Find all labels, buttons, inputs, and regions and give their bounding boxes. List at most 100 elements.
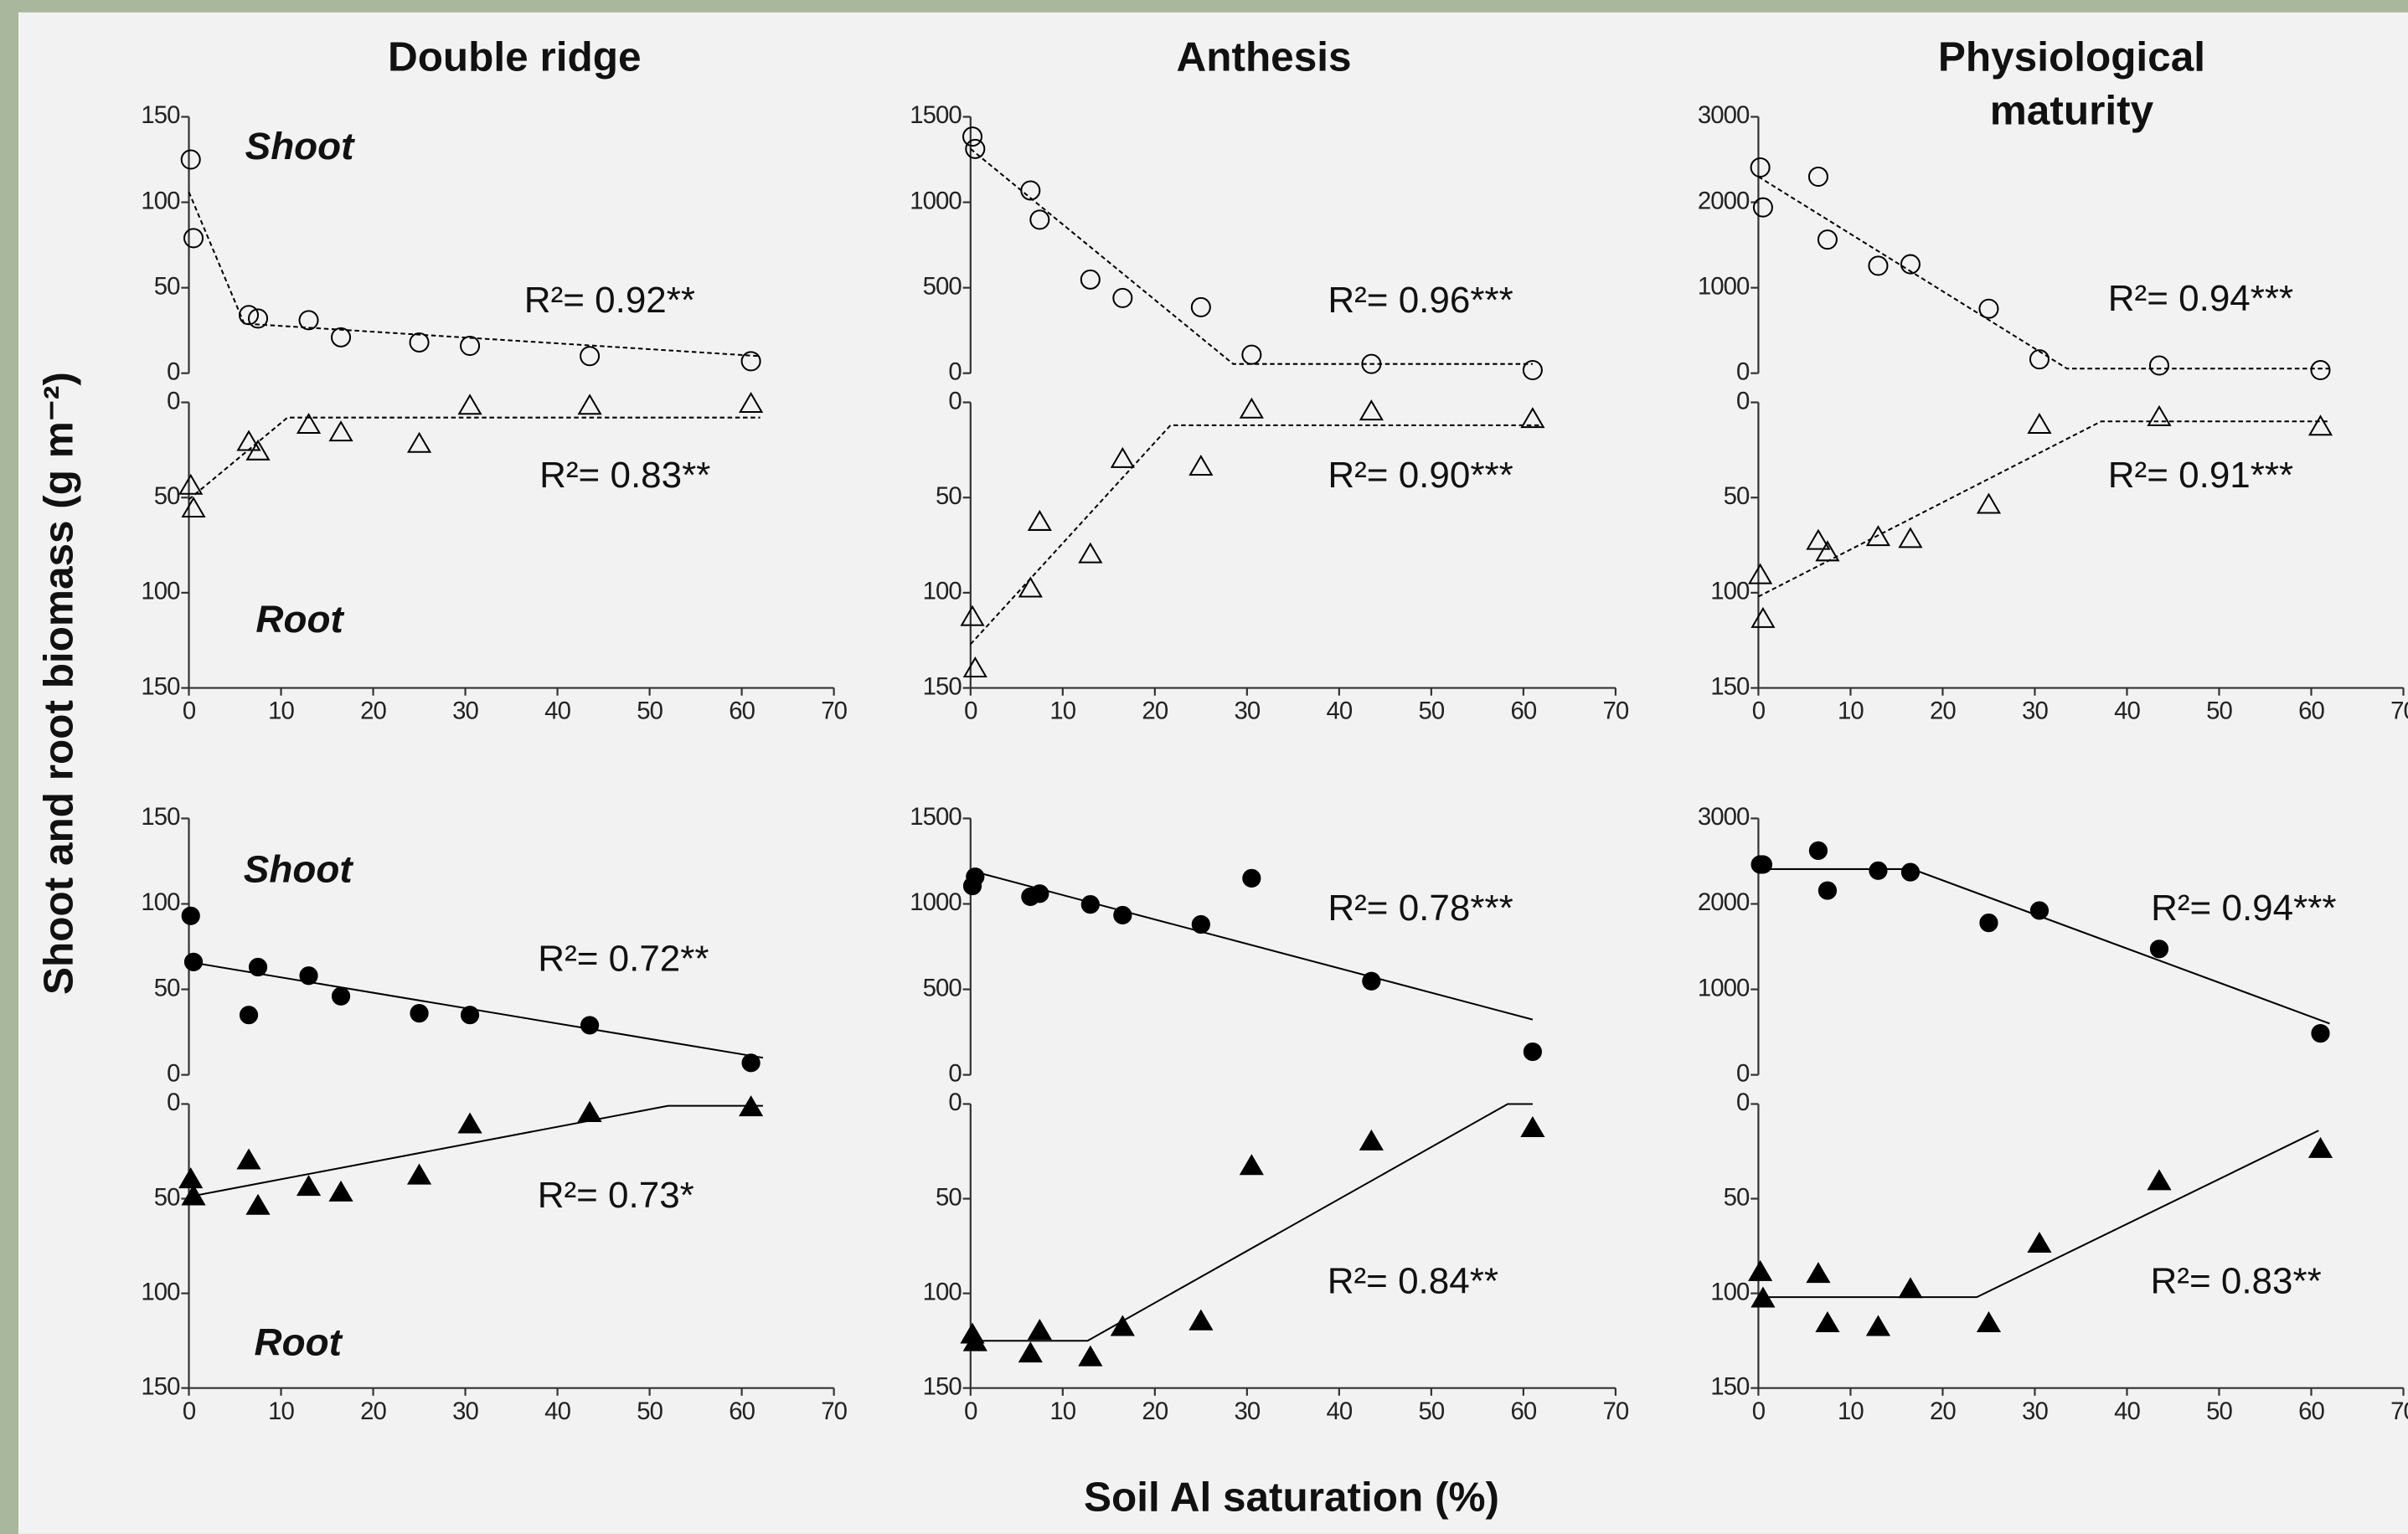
shoot-plot: 0 50 100 150 R²= 0.72** Shoot: [141, 803, 764, 1087]
column-title-box: Anthesis: [1176, 33, 1351, 80]
data-point: [1359, 1129, 1384, 1150]
x-tick-label: 60: [1510, 698, 1536, 725]
r-squared: R²= 0.91***: [2108, 455, 2293, 496]
data-point: [236, 1148, 261, 1170]
data-point: [2027, 412, 2052, 434]
x-tick-label: 40: [544, 1398, 570, 1425]
shoot-plot: 0 1000 2000 3000 R²= 0.94***: [1698, 803, 2337, 1087]
data-point: [1750, 157, 1771, 178]
x-tick-label: 50: [637, 698, 663, 725]
x-tick-label: 20: [1142, 698, 1168, 725]
y-axis-title: Shoot and root biomass (g m⁻²): [35, 372, 81, 995]
data-point: [457, 394, 482, 415]
data-point: [1865, 1315, 1891, 1336]
data-point: [740, 351, 761, 372]
fit-line: [1757, 176, 2330, 370]
data-point: [183, 952, 204, 971]
data-point: [1978, 298, 1999, 319]
x-tick-label: 60: [2298, 698, 2324, 725]
data-point: [178, 473, 204, 495]
x-tick-label: 20: [1930, 1398, 1956, 1425]
data-point: [2027, 1231, 2052, 1253]
data-point: [1110, 446, 1135, 468]
x-tick-label: 70: [821, 1398, 847, 1425]
y-tick-label: 1000: [1698, 272, 1750, 300]
r-squared: R²= 0.94***: [2108, 278, 2293, 319]
data-point: [236, 430, 261, 451]
data-point: [1900, 254, 1921, 275]
data-point: [1190, 296, 1211, 317]
data-point: [1817, 229, 1838, 250]
data-point: [183, 228, 204, 249]
x-tick-label: 20: [360, 698, 386, 725]
y-tick-label: 0: [948, 1059, 962, 1087]
y-tick-label: 500: [923, 974, 962, 1001]
data-point: [2307, 414, 2333, 436]
x-tick-label: 20: [360, 1398, 386, 1425]
x-tick-label: 50: [2206, 698, 2232, 725]
shoot-plot: 0 500 1000 1500 R²= 0.78***: [910, 803, 1542, 1087]
y-tick-label: 3000: [1698, 803, 1750, 831]
y-tick-label: 50: [154, 482, 180, 510]
data-point: [1520, 407, 1545, 429]
y-tick-label: 100: [141, 187, 180, 214]
x-tick-label: 70: [2390, 698, 2408, 725]
data-point: [739, 391, 764, 413]
x-tick-label: 40: [1326, 1398, 1352, 1425]
x-tick-label: 50: [1418, 698, 1444, 725]
data-point: [1520, 1116, 1545, 1138]
y-tick-label: 2000: [1698, 888, 1750, 916]
data-point: [1018, 1341, 1043, 1363]
y-tick-label: 150: [141, 803, 180, 831]
data-point: [577, 394, 602, 415]
data-point: [1029, 209, 1050, 230]
data-point: [2147, 1169, 2172, 1191]
data-point: [178, 1167, 204, 1189]
data-point: [1807, 167, 1828, 188]
fit-line: [970, 869, 1534, 1021]
y-tick-label: 50: [154, 974, 180, 1001]
data-point: [1976, 492, 2002, 514]
y-tick-label: 3000: [1698, 101, 1750, 129]
r-squared: R²= 0.94***: [2151, 888, 2336, 929]
data-point: [1018, 576, 1043, 598]
y-tick-label: 0: [948, 1089, 962, 1116]
shoot-plot: 0 500 1000 1500 R²= 0.96*** Anthesis: [910, 33, 1543, 385]
y-tick-label: 50: [154, 272, 180, 300]
x-tick-label: 0: [964, 1398, 977, 1425]
data-point: [960, 605, 985, 626]
data-point: [248, 308, 269, 329]
data-point: [298, 310, 319, 331]
data-point: [1748, 563, 1773, 584]
fit-line: [1758, 1130, 2319, 1299]
y-tick-label: 0: [948, 358, 962, 385]
data-point: [328, 420, 353, 442]
x-tick-label: 60: [2298, 1398, 2324, 1425]
data-point: [1359, 399, 1384, 421]
data-point: [962, 656, 987, 678]
x-tick-label: 70: [1602, 698, 1628, 725]
shoot-plot: 0 1000 2000 3000 R²= 0.94*** Physiological ma…: [1698, 33, 2331, 385]
y-tick-label: 150: [923, 672, 962, 700]
data-point: [1030, 884, 1049, 903]
x-tick-label: 50: [1418, 1398, 1444, 1425]
x-tick-label: 30: [452, 698, 478, 725]
data-point: [1112, 287, 1133, 308]
x-tick-label: 10: [1049, 698, 1075, 725]
x-tick-label: 70: [2390, 1398, 2408, 1425]
data-point: [181, 1184, 206, 1206]
data-point: [1806, 1262, 1831, 1284]
data-point: [239, 305, 260, 326]
x-tick-label: 10: [1838, 698, 1864, 725]
data-point: [739, 1095, 764, 1117]
x-tick-label: 20: [1930, 698, 1956, 725]
x-tick-label: 60: [729, 1398, 755, 1425]
data-point: [1808, 841, 1828, 860]
data-point: [2311, 1024, 2330, 1043]
data-point: [239, 1006, 259, 1025]
